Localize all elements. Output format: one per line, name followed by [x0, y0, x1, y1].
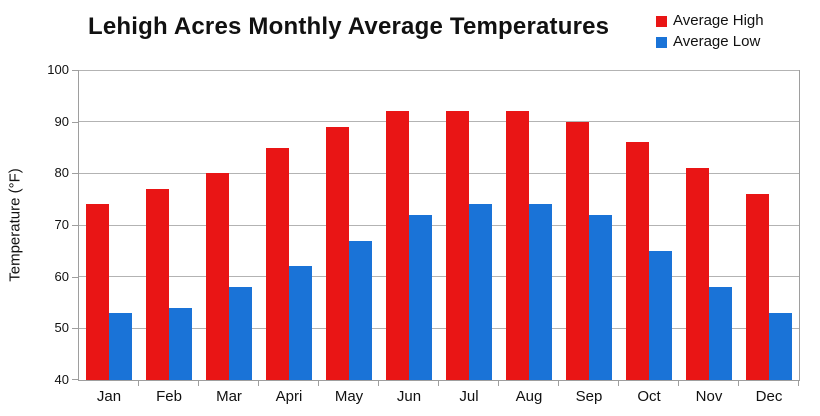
- bar-group-dec: [739, 70, 799, 380]
- legend-item-average-high: Average High: [656, 11, 764, 31]
- bar-average-low-sep: [589, 214, 612, 380]
- gridline-100: [79, 70, 799, 71]
- y-tick-label-100: 100: [47, 62, 69, 77]
- y-axis-tick-70: [72, 225, 78, 226]
- bar-average-low-mar: [229, 287, 252, 380]
- bar-average-low-may: [349, 240, 372, 380]
- bar-average-high-nov: [686, 168, 709, 380]
- bar-group-mar: [199, 70, 259, 380]
- y-tick-label-90: 90: [54, 113, 69, 129]
- y-axis-tick-90: [72, 121, 78, 123]
- legend-swatch-high-icon: [656, 15, 667, 27]
- x-tick-label-sep: Sep: [575, 388, 603, 405]
- bar-average-low-dec: [769, 312, 792, 380]
- x-tick-label-dec: Dec: [755, 388, 783, 405]
- x-tick-label-nov: Nov: [695, 388, 723, 405]
- bar-average-low-aug: [529, 204, 552, 380]
- bar-average-high-dec: [746, 194, 769, 380]
- y-tick-label-70: 70: [54, 217, 69, 232]
- bar-group-jan: [79, 70, 139, 380]
- x-tick-label-mar: Mar: [216, 388, 242, 405]
- y-axis-title: Temperature (°F): [6, 168, 24, 282]
- bar-average-low-jun: [409, 214, 432, 380]
- bar-group-jun: [379, 70, 439, 380]
- y-tick-label-60: 60: [54, 268, 69, 284]
- x-axis-tick-10: [678, 381, 679, 386]
- bar-average-high-feb: [146, 188, 169, 380]
- gridline-60: [79, 276, 799, 278]
- bar-average-low-oct: [649, 250, 672, 380]
- y-tick-label-40: 40: [54, 372, 69, 387]
- x-tick-label-may: May: [334, 388, 364, 405]
- bar-average-high-aug: [506, 111, 529, 380]
- legend-swatch-low-icon: [656, 36, 667, 48]
- bar-group-jul: [439, 70, 499, 380]
- bar-average-low-apri: [289, 266, 312, 380]
- y-axis-tick-60: [72, 276, 78, 278]
- bar-average-low-jul: [469, 204, 492, 380]
- x-axis-tick-12: [798, 381, 799, 386]
- gridline-90: [79, 121, 799, 123]
- x-axis-tick-2: [198, 381, 199, 386]
- gridline-80: [79, 172, 799, 174]
- x-axis-tick-4: [318, 381, 319, 386]
- x-tick-label-jan: Jan: [96, 388, 122, 405]
- x-axis-tick-1: [138, 381, 139, 386]
- bar-average-high-jun: [386, 111, 409, 380]
- legend: Average High Average Low: [656, 11, 764, 52]
- chart-title: Lehigh Acres Monthly Average Temperature…: [88, 13, 610, 40]
- x-axis-tick-9: [618, 381, 619, 386]
- bar-average-high-sep: [566, 121, 589, 380]
- y-axis-tick-50: [72, 328, 78, 330]
- bar-group-aug: [499, 70, 559, 380]
- x-axis-tick-3: [258, 381, 259, 386]
- y-axis-tick-80: [72, 173, 78, 175]
- bar-average-low-feb: [169, 307, 192, 380]
- legend-label-average-low: Average Low: [673, 33, 761, 50]
- y-tick-label-50: 50: [54, 320, 69, 336]
- x-axis-tick-8: [558, 381, 559, 386]
- x-tick-label-apri: Apri: [275, 388, 303, 405]
- legend-item-average-low: Average Low: [656, 32, 764, 52]
- bar-average-high-may: [326, 126, 349, 380]
- bar-group-apri: [259, 70, 319, 380]
- x-axis-tick-5: [378, 381, 379, 386]
- x-axis-tick-7: [498, 381, 499, 386]
- x-tick-label-feb: Feb: [156, 388, 182, 405]
- x-tick-label-jul: Jul: [459, 388, 479, 405]
- bar-average-low-jan: [109, 312, 132, 380]
- x-axis-tick-11: [738, 381, 739, 386]
- plot-area: 40 50 60 70 80 90 100 Jan Feb Mar Apri May Jun Jul Aug…: [47, 62, 800, 405]
- bar-average-high-jul: [446, 111, 469, 380]
- y-tick-label-80: 80: [54, 165, 69, 181]
- bar-average-high-apri: [266, 147, 289, 380]
- bar-average-high-mar: [206, 173, 229, 380]
- bar-group-nov: [679, 70, 739, 380]
- bar-average-low-nov: [709, 287, 732, 380]
- x-tick-label-jun: Jun: [396, 388, 422, 405]
- y-axis-tick-100: [72, 70, 78, 71]
- bar-group-oct: [619, 70, 679, 380]
- bar-group-feb: [139, 70, 199, 380]
- x-tick-label-oct: Oct: [637, 388, 661, 405]
- x-tick-label-aug: Aug: [515, 388, 543, 405]
- gridline-50: [79, 327, 799, 329]
- gridline-70: [79, 224, 799, 226]
- bar-group-may: [319, 70, 379, 380]
- x-axis-tick-6: [438, 381, 439, 386]
- y-axis-tick-40: [72, 379, 78, 380]
- bar-average-high-oct: [626, 142, 649, 380]
- legend-label-average-high: Average High: [673, 12, 764, 29]
- bar-group-sep: [559, 70, 619, 380]
- bar-average-high-jan: [86, 204, 109, 380]
